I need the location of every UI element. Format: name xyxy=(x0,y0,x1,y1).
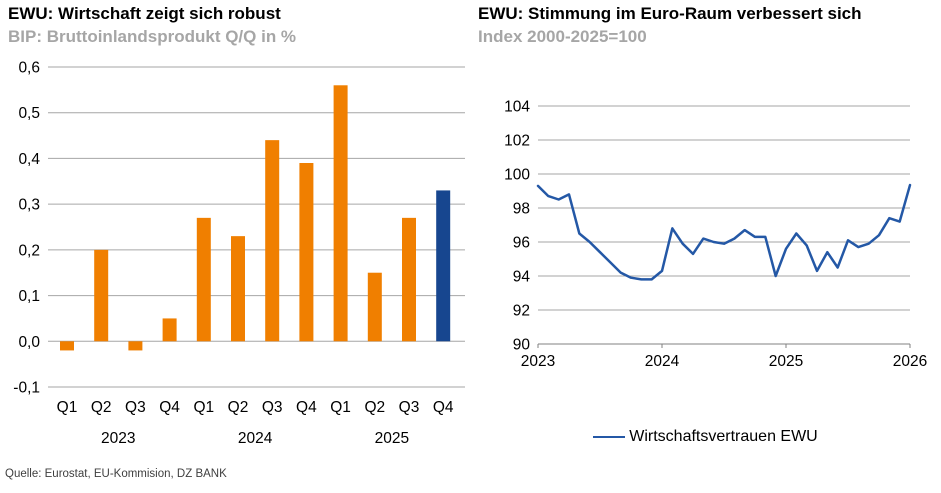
tick-label: Q1 xyxy=(193,399,214,416)
tick-label: Q1 xyxy=(330,399,351,416)
tick-label: 94 xyxy=(513,269,531,286)
tick-label: Q2 xyxy=(91,399,112,416)
sentiment-chart-panel: EWU: Stimmung im Euro-Raum verbessert si… xyxy=(470,0,941,493)
tick-label: 0,1 xyxy=(18,288,40,305)
tick-label: 0,5 xyxy=(18,105,40,122)
tick-label: Q3 xyxy=(399,399,420,416)
tick-label: 0,3 xyxy=(18,197,40,214)
tick-label: 0,0 xyxy=(18,334,40,351)
tick-label: Q2 xyxy=(228,399,249,416)
tick-label: Q3 xyxy=(125,399,146,416)
tick-label: Q4 xyxy=(159,399,180,416)
sentiment-chart-title: EWU: Stimmung im Euro-Raum verbessert si… xyxy=(478,4,862,23)
tick-label: Q2 xyxy=(364,399,385,416)
gdp-bar-chart: 0,6 0,5 0,4 0,3 0,2 0,1 0,0 -0,1 Q1 Q2 Q3 Q4 Q1 Q2 Q3 Q… xyxy=(13,60,465,447)
sentiment-line xyxy=(536,183,912,281)
gdp-bar-Q1-0 xyxy=(60,341,74,351)
legend: Wirtschaftsvertrauen EWU xyxy=(470,428,941,446)
sentiment-chart-subtitle: Index 2000-2025=100 xyxy=(478,27,647,46)
tick-label: 104 xyxy=(504,99,530,116)
tick-label: Q1 xyxy=(57,399,78,416)
tick-label: 98 xyxy=(513,201,530,218)
tick-label: 2025 xyxy=(769,353,803,370)
tick-label: 100 xyxy=(504,167,530,184)
tick-label: 2023 xyxy=(521,353,555,370)
gdp-chart-subtitle: BIP: Bruttoinlandsprodukt Q/Q in % xyxy=(8,27,297,46)
gdp-bar-Q4-3 xyxy=(162,318,177,342)
legend-label: Wirtschaftsvertrauen EWU xyxy=(629,428,818,445)
gdp-bar-Q2-9 xyxy=(367,272,382,342)
tick-label: 0,6 xyxy=(18,60,40,77)
source-note: Quelle: Eurostat, EU-Kommision, DZ BANK xyxy=(5,468,227,480)
tick-label: 0,2 xyxy=(18,242,40,259)
gdp-bar-Q2-1 xyxy=(94,249,109,342)
tick-label: 92 xyxy=(513,303,530,320)
tick-label: 2025 xyxy=(375,430,409,447)
tick-label: Q3 xyxy=(262,399,283,416)
tick-label: 2024 xyxy=(645,353,680,370)
tick-label: 96 xyxy=(513,235,530,252)
gdp-bar-Q4-7 xyxy=(299,163,314,342)
gdp-chart-panel: EWU: Wirtschaft zeigt sich robust BIP: B… xyxy=(0,0,470,493)
tick-label: -0,1 xyxy=(13,380,40,397)
tick-label: Q4 xyxy=(433,399,454,416)
gdp-bar-Q2-5 xyxy=(231,236,245,342)
tick-label: 102 xyxy=(504,133,530,150)
gdp-bar-Q3-10 xyxy=(402,217,416,342)
gdp-bar-Q3-2 xyxy=(128,341,143,351)
gdp-bar-Q3-6 xyxy=(265,140,280,342)
tick-label: 2023 xyxy=(101,430,135,447)
gdp-bar-Q1-4 xyxy=(196,217,211,342)
tick-label: 0,4 xyxy=(18,151,40,168)
legend-line-swatch xyxy=(593,436,626,438)
gdp-bar-Q1-8 xyxy=(333,85,348,342)
gdp-bar-Q4-11 xyxy=(436,190,451,342)
gdp-chart-title: EWU: Wirtschaft zeigt sich robust xyxy=(8,4,281,23)
tick-label: 2024 xyxy=(238,430,273,447)
tick-label: Q4 xyxy=(296,399,317,416)
tick-label: 90 xyxy=(513,337,531,354)
tick-label: 2026 xyxy=(893,353,927,370)
